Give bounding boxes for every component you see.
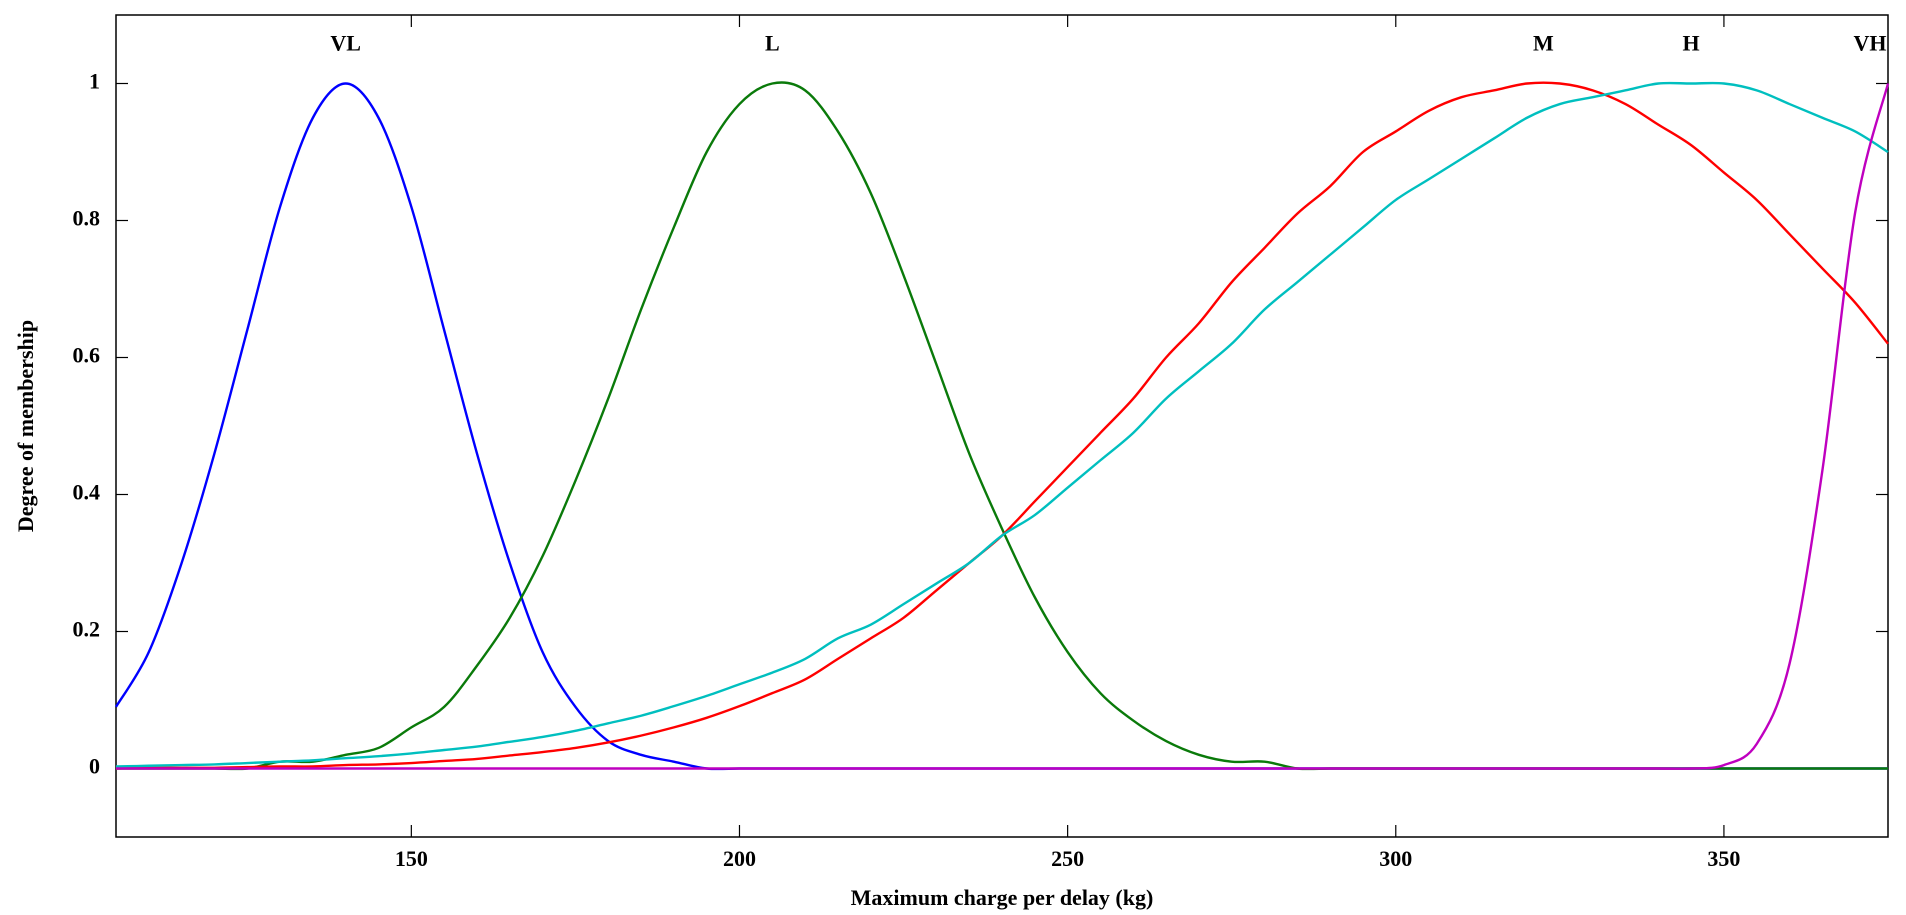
series-label: H bbox=[1683, 31, 1700, 56]
y-axis-label: Degree of membership bbox=[13, 320, 38, 532]
x-tick-label: 250 bbox=[1051, 846, 1084, 871]
series-line bbox=[115, 81, 1889, 768]
x-tick-label: 150 bbox=[395, 846, 428, 871]
y-tick-label: 1 bbox=[89, 69, 100, 94]
series-line bbox=[116, 83, 1890, 770]
y-tick-label: 0.4 bbox=[73, 480, 101, 505]
series-label: VH bbox=[1854, 31, 1887, 56]
series-line bbox=[114, 82, 1888, 771]
x-axis-label: Maximum charge per delay (kg) bbox=[851, 885, 1154, 910]
series-line bbox=[115, 81, 1889, 770]
x-tick-label: 200 bbox=[723, 846, 756, 871]
series-label: L bbox=[765, 31, 780, 56]
y-tick-label: 0 bbox=[89, 754, 100, 779]
series-label: VL bbox=[330, 31, 361, 56]
x-tick-label: 350 bbox=[1707, 846, 1740, 871]
series-label: M bbox=[1533, 31, 1554, 56]
y-tick-label: 0.8 bbox=[73, 206, 101, 231]
y-tick-label: 0.6 bbox=[73, 343, 101, 368]
plot-frame bbox=[115, 14, 1889, 838]
x-tick-label: 300 bbox=[1379, 846, 1412, 871]
y-tick-label: 0.2 bbox=[73, 617, 101, 642]
series-line bbox=[116, 81, 1888, 771]
